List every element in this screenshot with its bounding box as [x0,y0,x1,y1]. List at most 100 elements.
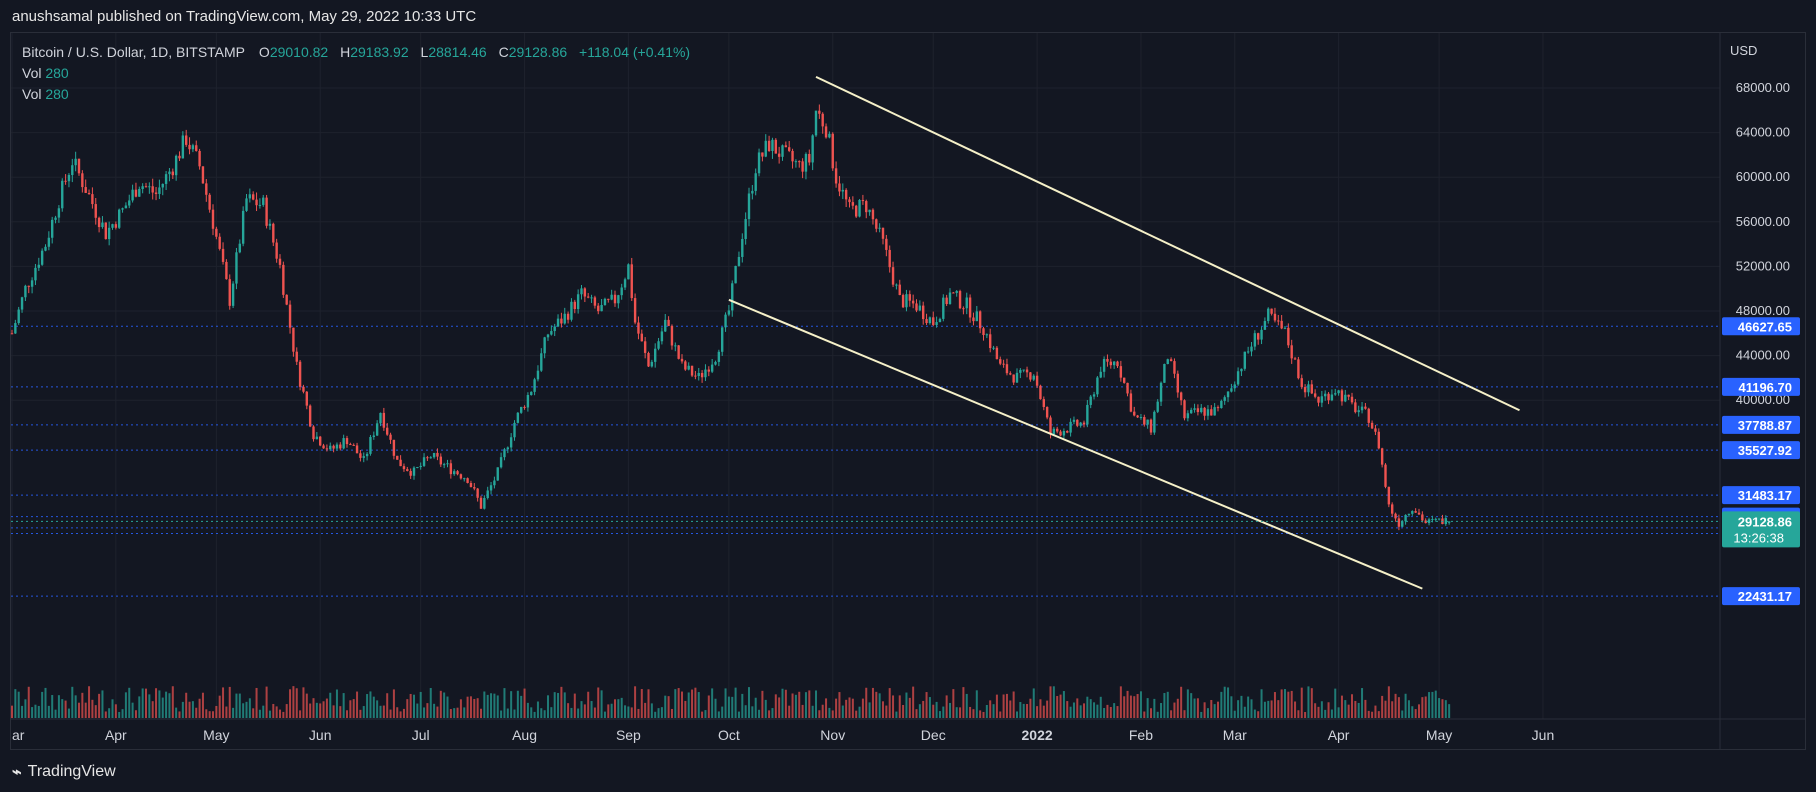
candle-body [1109,361,1112,366]
candle-body [178,155,181,159]
volume-bar [701,711,704,718]
volume-bar [198,698,201,718]
level-badge-label: 22431.17 [1738,589,1792,604]
level-badge [1722,415,1800,434]
volume-bar [1381,695,1384,718]
volume-row-1[interactable]: Vol 280 [22,63,698,84]
candle-body [322,445,325,449]
candle-body [265,197,268,226]
candle-body [1159,382,1163,402]
candle-body [1149,419,1153,433]
volume-row-2[interactable]: Vol 280 [22,84,698,105]
time-tick-label: Feb [1129,727,1153,743]
candle-body [1196,408,1200,413]
volume-bar [1005,693,1008,718]
candle-body [1005,364,1009,374]
volume-bar [496,695,499,718]
candle-body [737,256,741,266]
volume-bar [861,698,864,718]
volume-bar [1280,689,1283,718]
candle-body [617,295,620,304]
volume-bar [1367,710,1370,718]
volume-bar [148,694,151,718]
volume-bar [979,710,982,718]
candle-body [677,345,680,359]
volume-bar [155,688,158,718]
candle-body [667,319,670,326]
candle-body [875,219,878,229]
candle-body [657,341,660,349]
candle-body [1126,382,1129,394]
volume-bar [1364,699,1367,718]
candle-body [459,474,463,479]
candle-body [838,183,841,192]
candle-body [91,194,94,205]
volume-bar [563,692,566,718]
time-tick-label: May [203,727,229,743]
change-value: +118.04 (+0.41%) [579,44,691,60]
volume-bar [573,693,576,718]
candle-body [985,334,989,336]
volume-bar [181,701,184,718]
price-level-lines [11,325,1720,597]
candle-body [292,327,295,352]
candle-body [610,294,613,300]
candle-body [828,133,831,138]
volume-bar [67,708,70,718]
volume-bar [1173,702,1176,718]
candle-body [1066,431,1069,433]
candle-body [627,264,630,280]
volume-bar [754,697,757,718]
candle-body [67,175,71,182]
candle-body [1300,378,1303,388]
volume-bar [768,710,771,718]
volume-bar [938,711,941,718]
price-tick-label: 44000.00 [1736,348,1790,363]
candle-body [1394,513,1397,519]
time-tick-label: ar [12,727,25,743]
volume-bar [634,686,637,718]
candle-body [392,439,396,456]
candle-body [704,369,707,378]
candle-body [751,190,754,194]
candle-body [731,283,734,311]
volume-bar [235,693,238,718]
volume-bar [346,710,348,718]
candle-body [918,305,922,311]
candle-body [1270,308,1273,314]
volume-bar [1438,698,1441,718]
volume-bar [1394,693,1397,718]
volume-bar [71,686,74,718]
candle-body [794,161,798,163]
candle-body [570,301,573,320]
volume-bar [721,706,724,718]
candle-body [526,395,530,408]
volume-bar [500,710,503,718]
candle-body [992,347,995,349]
candle-body [308,405,312,427]
volume-bar [912,686,915,718]
volume-bar [490,693,493,718]
candle-body [1347,394,1350,397]
candle-body [844,189,848,200]
volume-bar [124,692,127,718]
volume-bar [1310,688,1313,718]
candle-body [831,133,834,169]
candle-body [520,406,523,413]
volume-bar [382,705,385,718]
candle-body [573,301,576,310]
candle-body [124,205,128,209]
volume-bar [1193,698,1196,718]
time-tick-label: Apr [1328,727,1350,743]
candle-body [365,453,369,457]
symbol-title[interactable]: Bitcoin / U.S. Dollar, 1D, BITSTAMP [22,44,246,60]
candle-body [1280,320,1283,329]
candle-body [1156,401,1159,412]
volume-bar [1397,697,1400,718]
volume-bar [255,687,258,718]
volume-bar [419,691,422,718]
volume-bar [165,691,168,718]
tradingview-logo[interactable]: ⌁ TradingView [12,762,116,782]
candle-body [1203,407,1206,416]
